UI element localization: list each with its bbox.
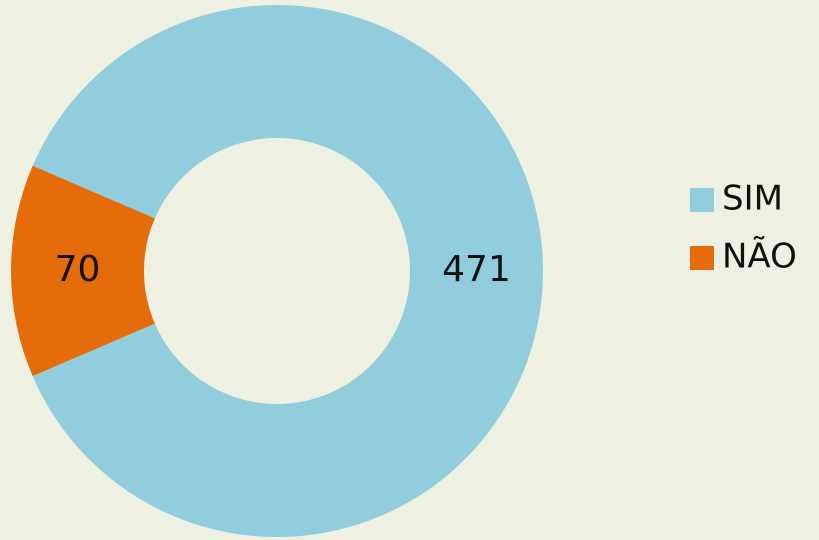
legend-swatch (690, 246, 714, 270)
legend-label: NÃO (722, 237, 797, 277)
data-label: 471 (442, 249, 511, 290)
legend-swatch (690, 188, 714, 212)
data-label: 70 (55, 249, 101, 290)
donut-slice (11, 165, 155, 377)
donut-slice (32, 4, 544, 538)
legend-label: SIM (722, 179, 783, 219)
